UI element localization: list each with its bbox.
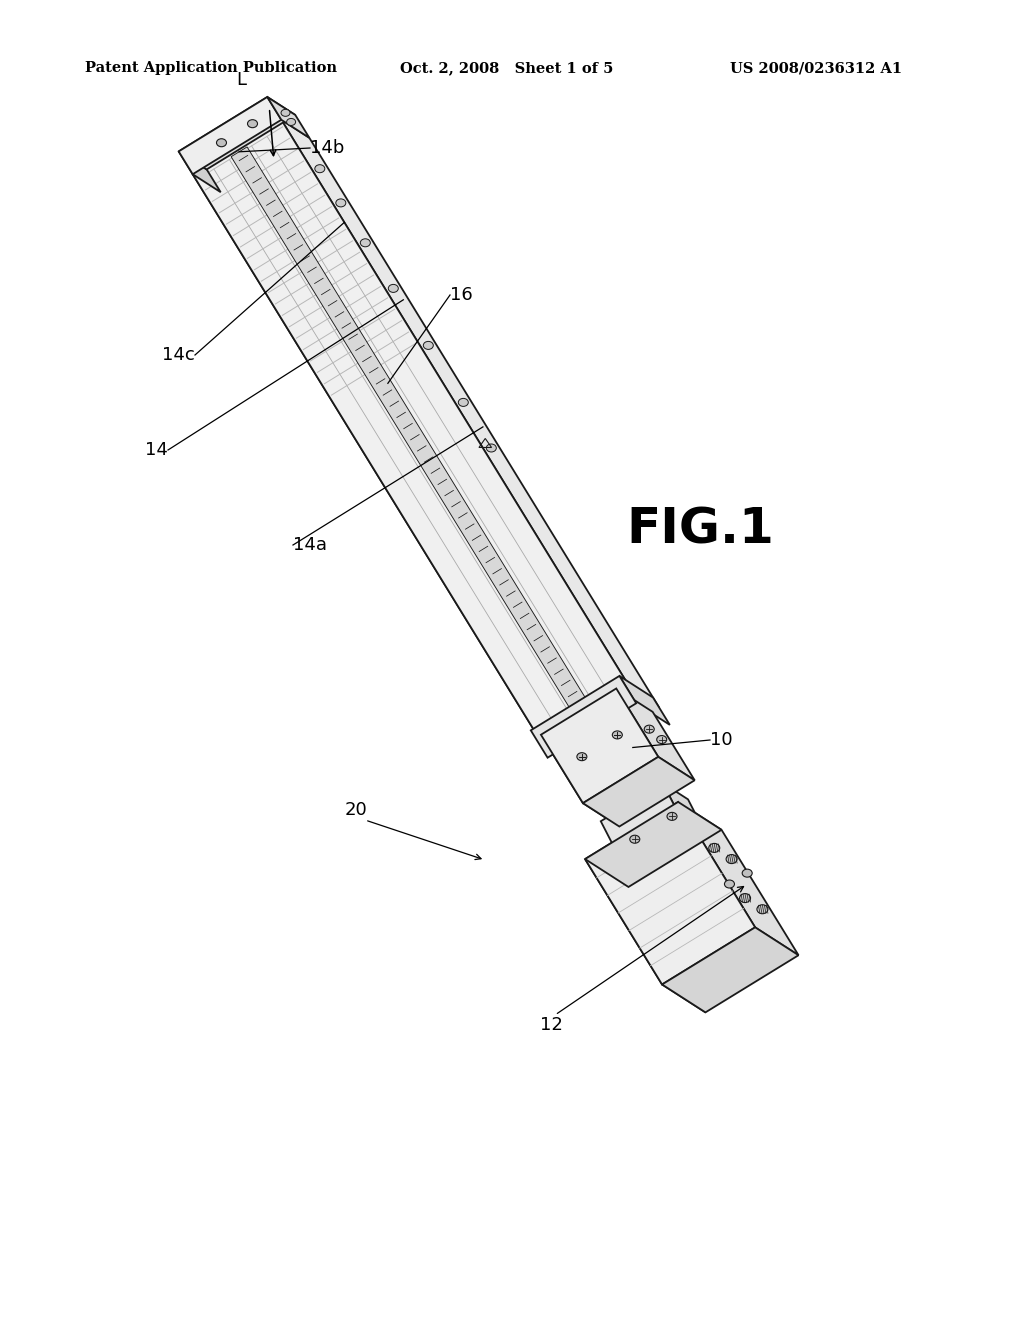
Ellipse shape [630, 836, 640, 843]
Polygon shape [530, 676, 636, 758]
Text: FIG.1: FIG.1 [626, 506, 774, 554]
Polygon shape [585, 803, 722, 887]
Polygon shape [678, 803, 799, 956]
Polygon shape [267, 96, 309, 137]
Polygon shape [178, 96, 295, 169]
Ellipse shape [287, 119, 296, 125]
Ellipse shape [486, 444, 497, 451]
Text: L: L [237, 71, 247, 88]
Ellipse shape [742, 869, 753, 876]
Polygon shape [663, 783, 706, 834]
Polygon shape [541, 735, 620, 826]
Ellipse shape [644, 725, 654, 733]
Polygon shape [541, 689, 658, 803]
Ellipse shape [360, 239, 371, 247]
Ellipse shape [459, 399, 468, 407]
Ellipse shape [336, 199, 346, 207]
Ellipse shape [724, 880, 734, 888]
Ellipse shape [656, 735, 667, 743]
Text: 12: 12 [540, 1016, 563, 1034]
Text: 16: 16 [450, 286, 473, 304]
Polygon shape [193, 174, 570, 762]
Text: 14a: 14a [293, 536, 327, 554]
Ellipse shape [423, 342, 433, 350]
Text: US 2008/0236312 A1: US 2008/0236312 A1 [730, 61, 902, 75]
Polygon shape [620, 676, 670, 725]
Polygon shape [193, 120, 632, 744]
Polygon shape [583, 756, 694, 826]
Ellipse shape [248, 120, 257, 128]
Polygon shape [178, 152, 221, 193]
Text: Oct. 2, 2008   Sheet 1 of 5: Oct. 2, 2008 Sheet 1 of 5 [400, 61, 613, 75]
Text: Patent Application Publication: Patent Application Publication [85, 61, 337, 75]
Text: 10: 10 [710, 731, 732, 748]
Ellipse shape [314, 165, 325, 173]
Ellipse shape [388, 284, 398, 293]
Ellipse shape [612, 731, 623, 739]
Polygon shape [585, 859, 706, 1012]
Ellipse shape [757, 904, 768, 913]
Polygon shape [231, 147, 590, 715]
Polygon shape [585, 803, 755, 985]
Polygon shape [601, 783, 681, 857]
Ellipse shape [577, 752, 587, 760]
Polygon shape [282, 120, 659, 708]
Text: 14c: 14c [162, 346, 195, 364]
Ellipse shape [739, 894, 751, 903]
Text: 14: 14 [145, 441, 168, 459]
Ellipse shape [281, 110, 290, 116]
Ellipse shape [667, 812, 677, 820]
Ellipse shape [726, 854, 737, 863]
Polygon shape [616, 689, 694, 780]
Text: 20: 20 [345, 801, 368, 818]
Polygon shape [663, 928, 799, 1012]
Text: 14b: 14b [310, 139, 344, 157]
Ellipse shape [709, 843, 720, 853]
Polygon shape [178, 96, 282, 174]
Ellipse shape [216, 139, 226, 147]
